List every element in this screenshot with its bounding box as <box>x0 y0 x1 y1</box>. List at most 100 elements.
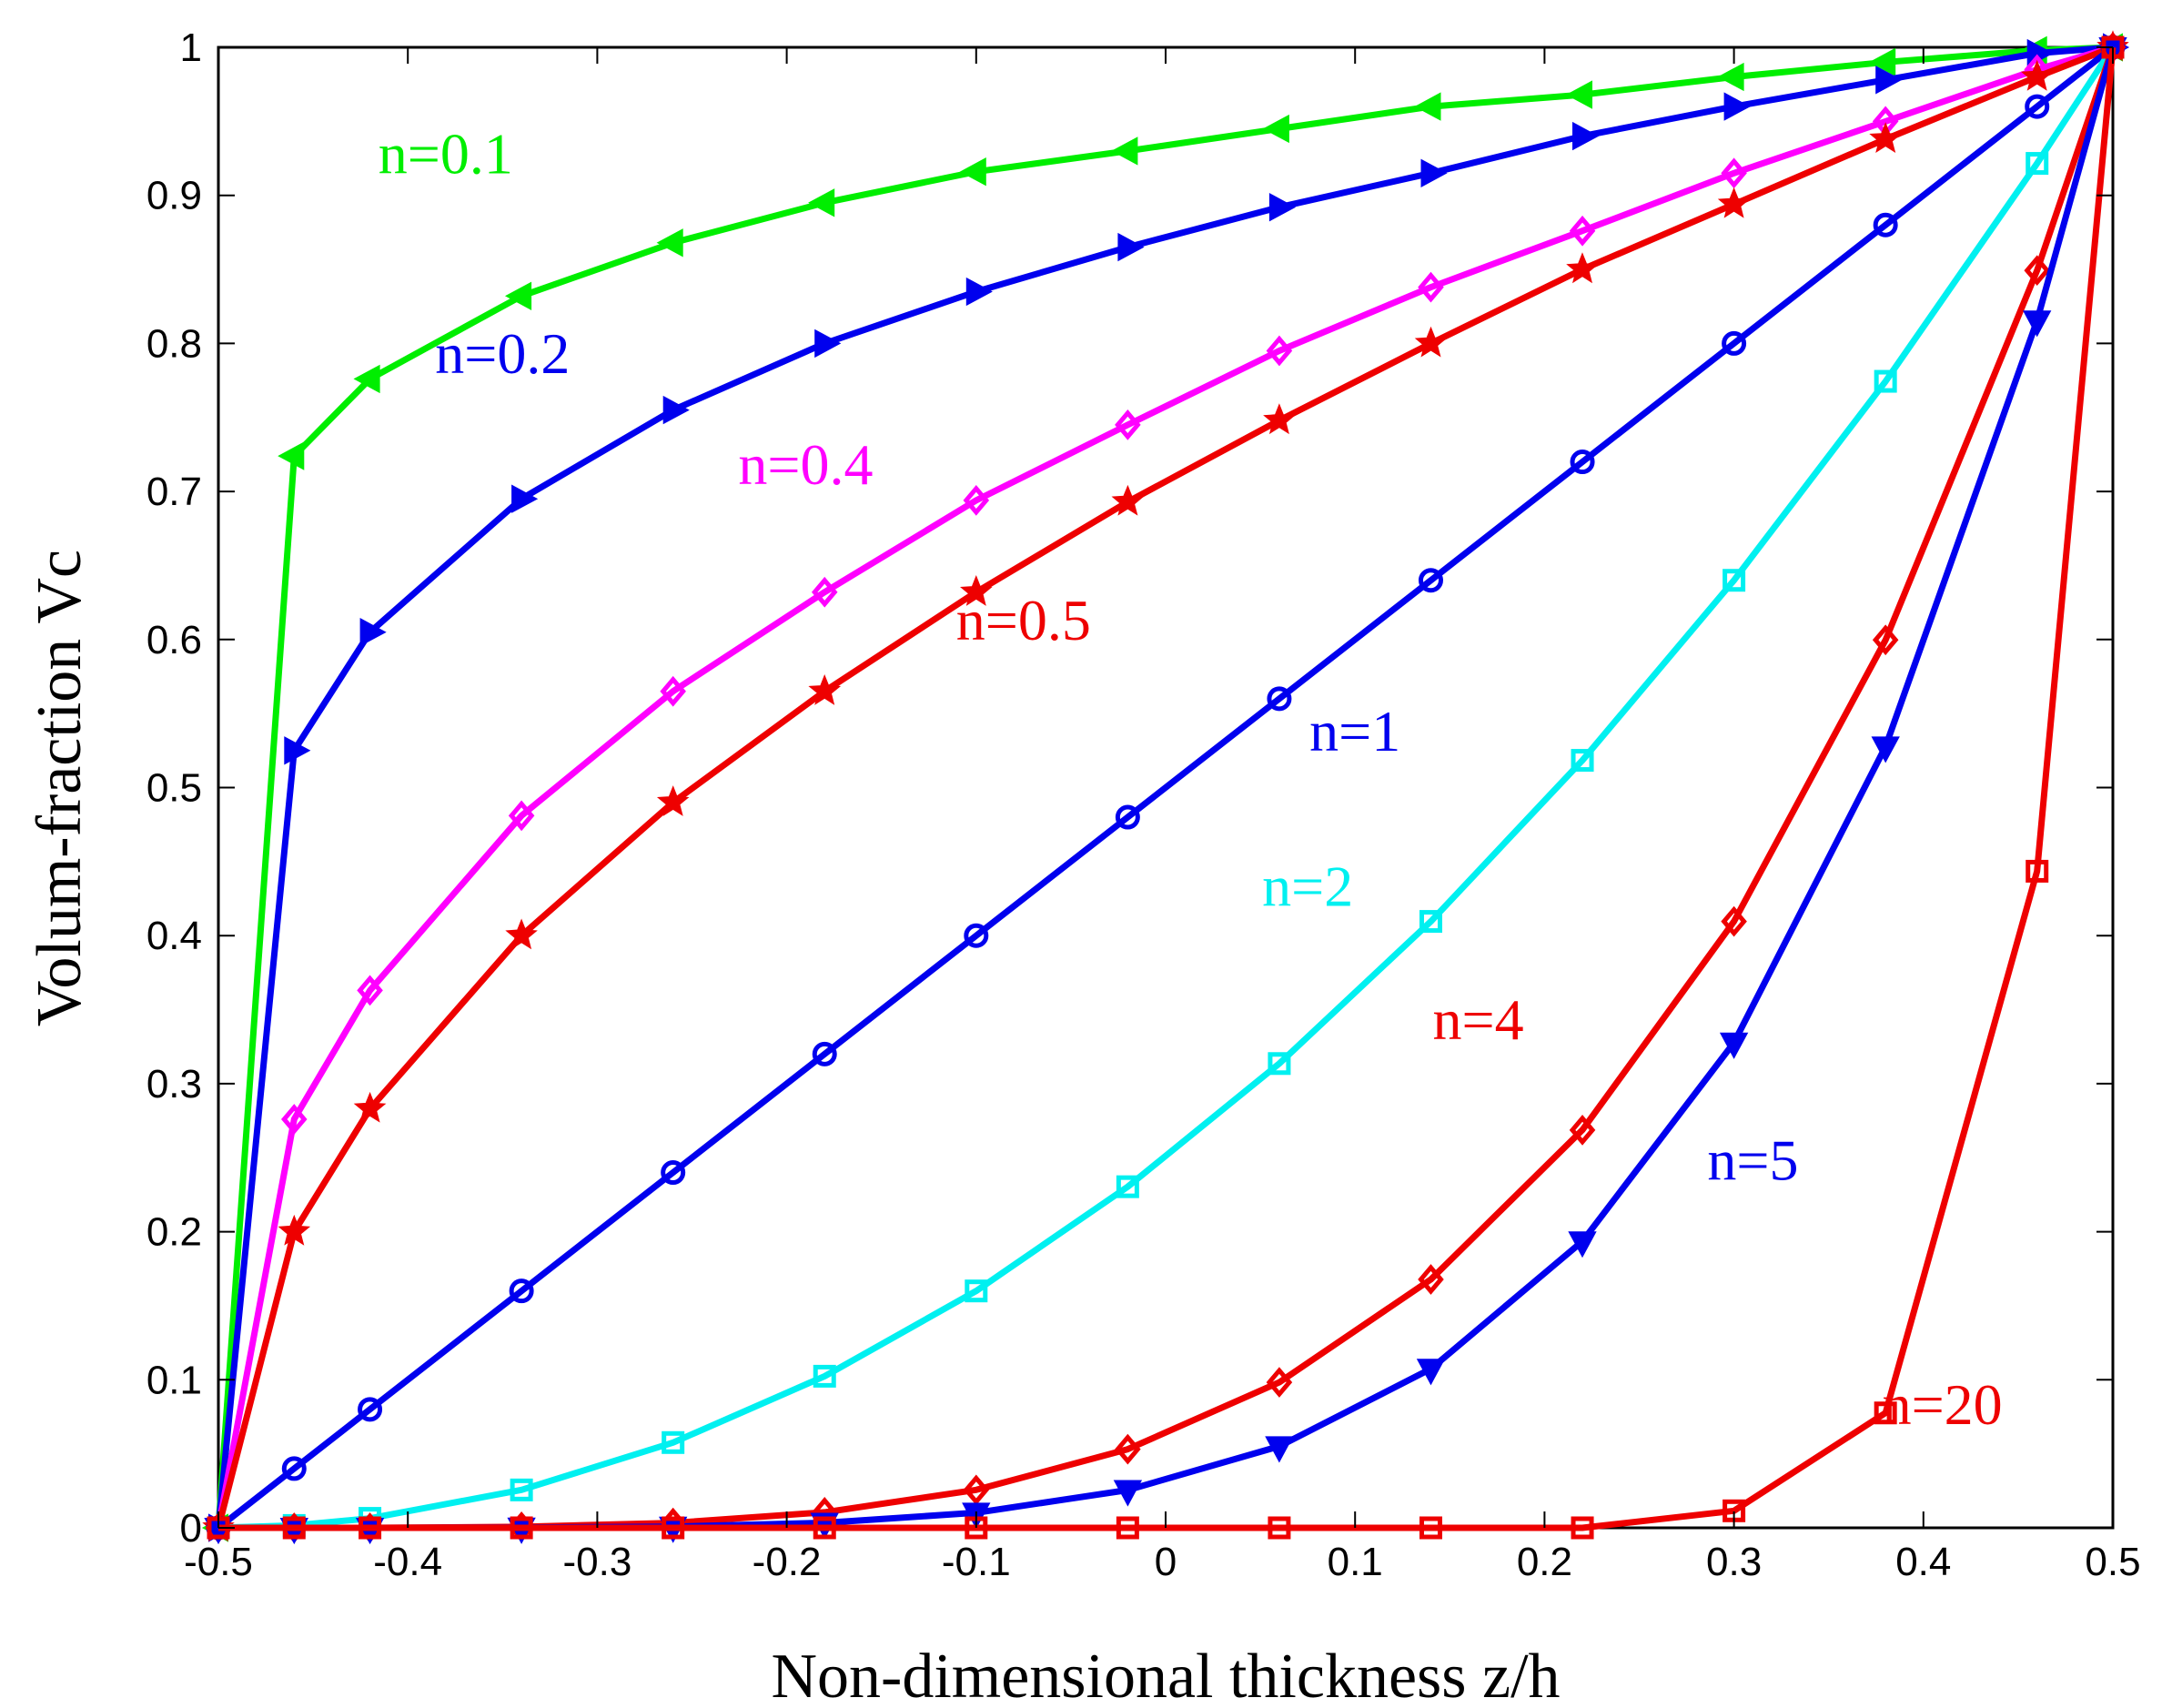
data-point <box>662 1430 685 1454</box>
data-point <box>812 1041 837 1066</box>
data-point <box>1570 450 1595 475</box>
y-tick-label: 0.4 <box>146 914 202 958</box>
data-point <box>1115 1433 1141 1465</box>
data-point <box>2023 310 2052 338</box>
curve-label: n=4 <box>1432 987 1523 1052</box>
curve-label: n=20 <box>1883 1372 2003 1437</box>
data-point <box>1572 121 1600 151</box>
series-line <box>218 46 2117 1531</box>
data-point <box>808 674 842 705</box>
data-point <box>1871 736 1900 763</box>
x-tick-label: -0.2 <box>753 1540 822 1584</box>
data-point <box>1268 1516 1291 1540</box>
data-point <box>278 441 305 470</box>
series-line <box>217 45 2116 1531</box>
data-point <box>510 1478 533 1501</box>
data-point <box>1874 369 1897 393</box>
x-tick-label: 0.5 <box>2085 1540 2140 1584</box>
data-point <box>1723 92 1751 121</box>
y-tick-label: 1 <box>180 25 202 70</box>
data-point <box>1416 1359 1446 1386</box>
data-point <box>965 277 993 307</box>
data-point <box>1869 122 1902 153</box>
data-point <box>282 1516 306 1540</box>
data-point <box>1116 1175 1139 1198</box>
y-tick-label: 0 <box>180 1506 202 1551</box>
data-point <box>1418 568 1443 593</box>
data-point <box>353 1091 387 1123</box>
data-point <box>1719 1032 1749 1059</box>
curve-label-layer: n=0.1 n=0.2 n=0.4 n=0.5 n=1 n=2 n=4 n=5 n=20 <box>379 121 2003 1437</box>
data-point <box>1571 1516 1594 1540</box>
y-tick-label: 0.5 <box>146 766 202 811</box>
curve-label: n=0.2 <box>435 321 570 386</box>
data-point <box>1875 66 1903 95</box>
data-point <box>357 975 383 1006</box>
data-point <box>1262 114 1289 144</box>
curve-label: n=0.5 <box>956 588 1091 652</box>
data-point <box>504 281 532 310</box>
data-point <box>278 1214 311 1246</box>
data-point <box>661 1160 686 1186</box>
y-tick-label: 0.7 <box>146 470 202 514</box>
y-tick-label: 0.6 <box>146 618 202 662</box>
data-point <box>1266 335 1293 367</box>
x-tick-label: 0.1 <box>1328 1540 1383 1584</box>
series-line <box>215 44 2114 1529</box>
data-point <box>1117 232 1145 262</box>
data-point <box>813 1516 836 1540</box>
series-line <box>216 45 2116 1531</box>
data-point <box>960 574 993 606</box>
x-tick-label: -0.4 <box>373 1540 442 1584</box>
data-point <box>963 1474 990 1506</box>
data-point <box>814 328 842 359</box>
data-point <box>965 1279 988 1303</box>
curve-label: n=2 <box>1262 854 1353 919</box>
data-point <box>1268 193 1297 222</box>
data-point <box>2026 859 2049 883</box>
data-point <box>353 364 380 394</box>
data-point <box>1717 62 1744 92</box>
data-point <box>959 157 986 187</box>
data-point <box>510 1516 533 1540</box>
data-point <box>281 1104 308 1135</box>
y-tick-label: 0.1 <box>146 1358 202 1402</box>
data-point <box>1419 1516 1442 1540</box>
data-point <box>1571 749 1594 773</box>
y-axis-title: Volum-fraction Vc <box>25 550 95 1026</box>
x-tick-label: 0.3 <box>1706 1540 1762 1584</box>
data-point <box>505 918 538 950</box>
data-point <box>1418 1264 1444 1295</box>
series-n-0-1 <box>201 33 2123 1542</box>
data-point <box>1111 484 1145 516</box>
curve-label: n=1 <box>1309 699 1400 763</box>
data-point <box>1869 47 1896 76</box>
data-point <box>1874 1401 1897 1425</box>
data-point <box>1873 212 1898 238</box>
data-point <box>1116 1516 1139 1540</box>
data-point <box>281 1456 307 1481</box>
x-tick-label: -0.1 <box>942 1540 1011 1584</box>
data-point <box>813 1364 836 1388</box>
data-point <box>1721 905 1747 937</box>
data-point <box>359 618 387 647</box>
y-tick-label: 0.3 <box>146 1062 202 1107</box>
x-tick-label: -0.5 <box>184 1540 253 1584</box>
data-point <box>1263 403 1296 435</box>
curve-label: n=0.4 <box>738 432 873 497</box>
data-point <box>509 1278 534 1304</box>
data-point <box>1722 330 1747 356</box>
data-point <box>1717 187 1751 218</box>
data-point <box>656 228 683 258</box>
data-point <box>1265 1436 1294 1463</box>
data-point <box>508 800 535 832</box>
data-point <box>1419 910 1442 934</box>
data-point <box>963 484 990 516</box>
x-tick-label: 0.2 <box>1517 1540 1572 1584</box>
data-point <box>1568 1231 1597 1258</box>
data-point <box>1115 409 1141 440</box>
data-point <box>662 395 690 425</box>
data-point <box>1418 271 1444 303</box>
data-point <box>1565 80 1592 109</box>
